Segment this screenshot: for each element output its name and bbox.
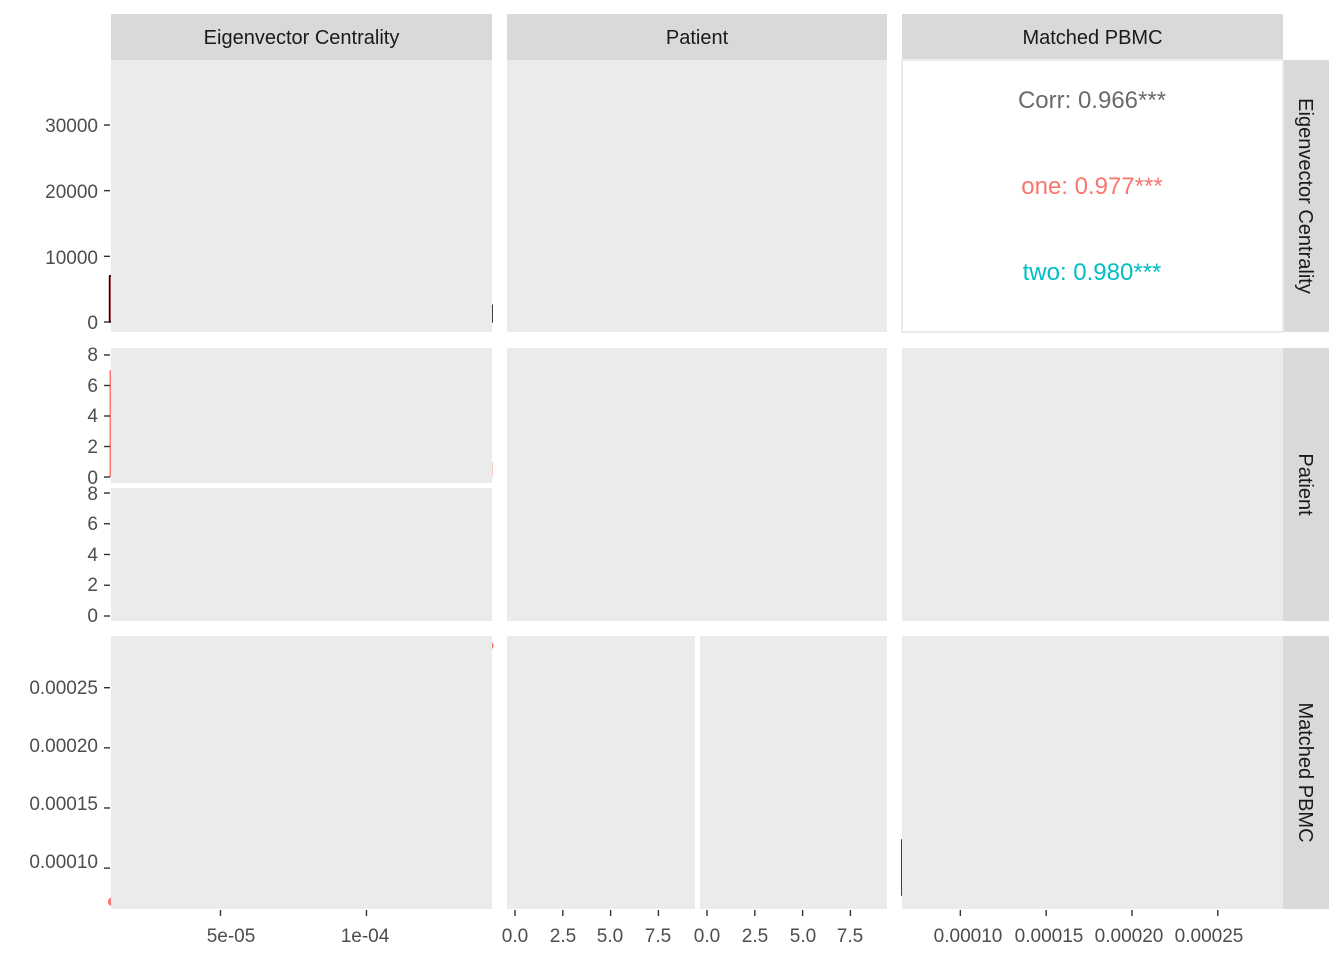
left-axis-row2-bottom: 0 2 4 6 8 [87,484,98,627]
panel-bg [111,488,492,621]
tick-label: 30000 [45,116,98,137]
bottom-axis-col3: 0.00010 0.00015 0.00020 0.00025 [934,926,1244,947]
tick-label: 6 [87,514,98,535]
tick-label: 7.5 [645,926,671,947]
panel-bg [902,348,1283,621]
panel-bg [700,636,887,909]
tick-label: 5.0 [790,926,816,947]
panel-bg [111,636,492,909]
tick-label: 0.00010 [934,926,1003,947]
strip-top-3-label: Matched PBMC [1022,27,1162,49]
panel-bg [507,348,887,621]
strip-right-3-label: Matched PBMC [1294,702,1316,842]
right-strips: Eigenvector Centrality Patient Matched P… [1283,60,1329,909]
tick-label: 0.0 [694,926,720,947]
tick-label: 4 [87,406,98,427]
strip-right-2-label: Patient [1294,453,1316,516]
tick-label: 0.00025 [1175,926,1244,947]
corr-overall-label: Corr: 0.966*** [1018,87,1166,114]
tick-label: 1e-04 [341,926,390,947]
strip-right-1-label: Eigenvector Centrality [1294,98,1316,294]
tick-label: 0.00020 [1095,926,1164,947]
tick-label: 2 [87,437,98,458]
left-axis-row1: 0 10000 20000 30000 [45,116,98,334]
panel-bg [111,348,492,483]
tick-label: 5.0 [597,926,623,947]
strip-right-1 [1283,60,1329,332]
corr-one-label: one: 0.977*** [1021,173,1162,200]
tick-label: 2.5 [550,926,576,947]
bottom-axis-col2: 0.0 2.5 5.0 7.5 0.0 2.5 5.0 7.5 [502,926,863,947]
tick-label: 0.00015 [1015,926,1084,947]
strip-top-1 [111,14,492,60]
panels [107,60,1283,909]
bottom-axis-col1: 5e-05 1e-04 [207,926,390,947]
tick-label: 5e-05 [207,926,256,947]
tick-label: 6 [87,376,98,397]
strip-top-2 [507,14,887,60]
tick-label: 7.5 [837,926,863,947]
tick-label: 2 [87,575,98,596]
panel-bg [111,60,492,332]
left-axis-row2-top: 0 2 4 6 8 [87,345,98,489]
strip-top-3 [902,14,1283,60]
tick-label: 8 [87,345,98,366]
left-axis-row3: 0.00010 0.00015 0.00020 0.00025 [29,678,98,873]
tick-label: 4 [87,545,98,566]
tick-label: 0 [87,468,98,489]
tick-label: 0 [87,313,98,334]
strip-right-2 [1283,348,1329,621]
corr-two-label: two: 0.980*** [1023,259,1162,286]
tick-label: 0.0 [502,926,528,947]
tick-label: 0.00015 [29,794,98,815]
panel-bg [507,60,887,332]
tick-label: 0 [87,606,98,627]
tick-label: 0.00010 [29,852,98,873]
tick-label: 2.5 [742,926,768,947]
tick-label: 10000 [45,248,98,269]
strip-top-1-label: Eigenvector Centrality [204,27,400,49]
panel-bg [507,636,695,909]
strip-top-2-label: Patient [666,27,729,49]
top-strips: Eigenvector Centrality Patient Matched P… [111,14,1283,60]
tick-label: 0.00020 [29,736,98,757]
panel-bg [902,636,1283,909]
correlation-panel: Corr: 0.966*** one: 0.977*** two: 0.980*… [901,59,1284,333]
tick-label: 8 [87,484,98,505]
correlation-panel-bg [901,59,1284,333]
axis-ticks [104,124,1219,916]
strip-right-3 [1283,636,1329,909]
tick-label: 0.00025 [29,678,98,699]
tick-label: 20000 [45,182,98,203]
